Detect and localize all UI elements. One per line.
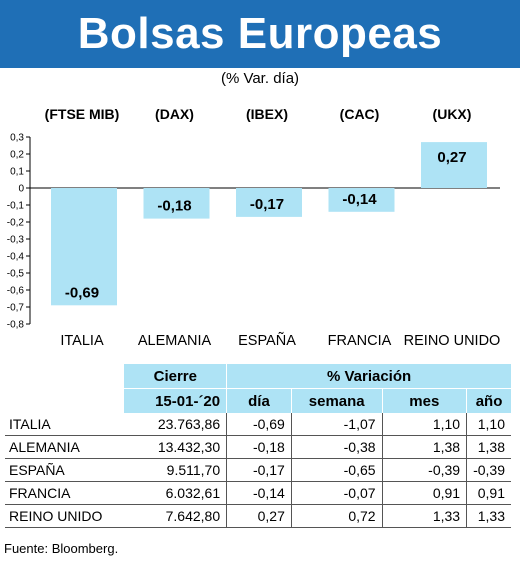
cierre-cell: 7.642,80: [124, 504, 227, 528]
value-label: -0,18: [157, 198, 191, 215]
semana-cell: -1,07: [290, 413, 383, 436]
country-cell: ITALIA: [5, 413, 125, 436]
bars: [51, 142, 487, 306]
dia-cell: -0,18: [226, 435, 292, 459]
y-tick-label: -0,2: [7, 218, 25, 229]
header-ano: año: [466, 388, 511, 413]
dia-cell: 0,27: [226, 504, 292, 528]
header-semana: semana: [290, 388, 383, 413]
ano-cell: -0,39: [466, 458, 511, 482]
cierre-cell: 9.511,70: [124, 458, 227, 482]
index-label: (UKX): [433, 106, 472, 122]
ano-cell: 0,91: [466, 481, 511, 505]
header-dia: día: [226, 388, 292, 413]
ano-cell: 1,38: [466, 435, 511, 459]
table-body: ITALIA 23.763,86 -0,69 -1,07 1,10 1,10 ALEMANI…: [5, 413, 511, 528]
table-row: ALEMANIA 13.432,30 -0,18 -0,38 1,38 1,38: [5, 435, 511, 459]
dia-cell: -0,17: [226, 458, 292, 482]
index-label: (FTSE MIB): [45, 106, 120, 122]
value-label: -0,14: [342, 191, 377, 208]
header-variacion: % Variación: [226, 364, 511, 389]
y-tick-label: -0,1: [7, 201, 25, 212]
bar: [51, 188, 117, 306]
y-tick-label: -0,5: [7, 269, 25, 280]
semana-cell: -0,07: [290, 481, 383, 505]
labels: (FTSE MIB) -0,69 ITALIA (DAX) -0,18 ALEMANIA (…: [45, 106, 501, 349]
mes-cell: 0,91: [381, 481, 467, 505]
header-date: 15-01-´20: [124, 388, 227, 413]
category-label: REINO UNIDO: [404, 333, 501, 349]
y-tick-label: -0,7: [7, 303, 25, 314]
ano-cell: 1,10: [466, 413, 511, 436]
semana-cell: 0,72: [290, 504, 383, 528]
table-row: FRANCIA 6.032,61 -0,14 -0,07 0,91 0,91: [5, 481, 511, 505]
bar-chart: 0,3 0,2 0,1 0 -0,1 -0,2 -0,3 -0,4 -0,5 -0,6 -0,7 -0…: [7, 106, 501, 349]
header-mes: mes: [381, 388, 467, 413]
dia-cell: -0,69: [226, 413, 292, 436]
y-tick-label: -0,4: [7, 252, 25, 263]
ano-cell: 1,33: [466, 504, 511, 528]
country-cell: REINO UNIDO: [5, 504, 125, 528]
y-tick-label: -0,8: [7, 320, 25, 331]
source-note: Fuente: Bloomberg.: [4, 541, 119, 556]
y-tick-label: -0,3: [7, 235, 25, 246]
bar: [143, 188, 210, 219]
y-tick-label: 0,2: [10, 150, 24, 161]
table-header-row-1: Cierre % Variación: [5, 364, 511, 389]
semana-cell: -0,65: [290, 458, 383, 482]
y-tick-label: 0,3: [10, 133, 24, 144]
bar: [236, 188, 302, 217]
y-tick-label: 0,1: [10, 167, 24, 178]
header-cierre: Cierre: [124, 364, 227, 389]
mes-cell: 1,10: [381, 413, 467, 436]
mes-cell: 1,38: [381, 435, 467, 459]
value-label: 0,27: [437, 149, 466, 166]
semana-cell: -0,38: [290, 435, 383, 459]
data-table: Cierre % Variación 15-01-´20 día semana …: [5, 364, 511, 528]
bar: [328, 188, 395, 212]
dia-cell: -0,14: [226, 481, 292, 505]
table-header-row-2: 15-01-´20 día semana mes año: [5, 388, 511, 413]
table-row: REINO UNIDO 7.642,80 0,27 0,72 1,33 1,33: [5, 504, 511, 528]
value-label: -0,17: [250, 196, 284, 213]
chart-title: Bolsas Europeas: [77, 9, 443, 58]
value-label: -0,69: [65, 284, 99, 301]
cierre-cell: 23.763,86: [124, 413, 227, 436]
category-label: ITALIA: [60, 333, 104, 349]
cierre-cell: 6.032,61: [124, 481, 227, 505]
chart-subtitle: (% Var. día): [220, 70, 300, 87]
bar: [421, 142, 487, 188]
index-label: (DAX): [155, 106, 194, 122]
title-bar: Bolsas Europeas: [0, 0, 520, 68]
y-tick-label: -0,6: [7, 286, 25, 297]
mes-cell: -0,39: [381, 458, 467, 482]
country-cell: FRANCIA: [5, 481, 125, 505]
country-cell: ESPAÑA: [5, 458, 125, 482]
y-tick-label: 0: [18, 184, 24, 195]
category-label: FRANCIA: [328, 333, 392, 349]
category-label: ALEMANIA: [138, 333, 212, 349]
index-label: (CAC): [340, 106, 380, 122]
category-label: ESPAÑA: [238, 332, 296, 349]
mes-cell: 1,33: [381, 504, 467, 528]
index-label: (IBEX): [246, 106, 288, 122]
table-row: ESPAÑA 9.511,70 -0,17 -0,65 -0,39 -0,39: [5, 458, 511, 482]
table-row: ITALIA 23.763,86 -0,69 -1,07 1,10 1,10: [5, 413, 511, 436]
country-cell: ALEMANIA: [5, 435, 125, 459]
cierre-cell: 13.432,30: [124, 435, 227, 459]
